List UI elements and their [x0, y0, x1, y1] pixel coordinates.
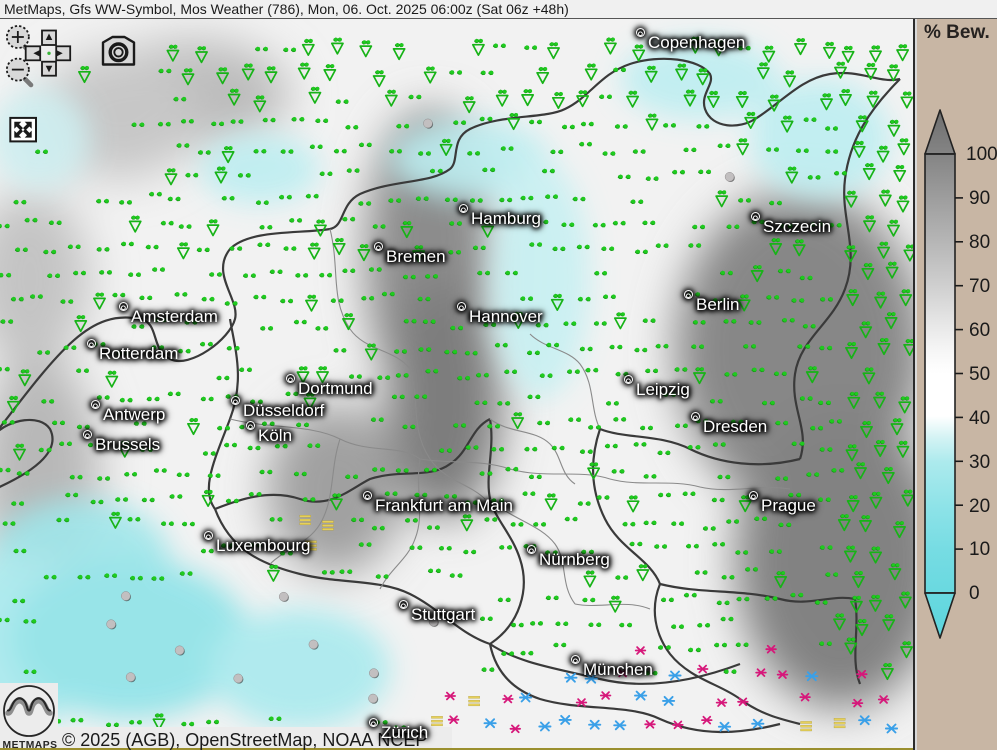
- svg-text:80: 80: [969, 232, 990, 253]
- svg-text:30: 30: [969, 452, 990, 473]
- svg-text:0: 0: [969, 583, 980, 604]
- svg-text:METMAPS: METMAPS: [3, 740, 58, 750]
- svg-text:50: 50: [969, 364, 990, 385]
- svg-text:70: 70: [969, 276, 990, 297]
- svg-text:20: 20: [969, 496, 990, 517]
- svg-text:100: 100: [966, 144, 997, 165]
- svg-text:90: 90: [969, 188, 990, 209]
- svg-text:10: 10: [969, 539, 990, 560]
- svg-text:40: 40: [969, 408, 990, 429]
- svg-text:60: 60: [969, 320, 990, 341]
